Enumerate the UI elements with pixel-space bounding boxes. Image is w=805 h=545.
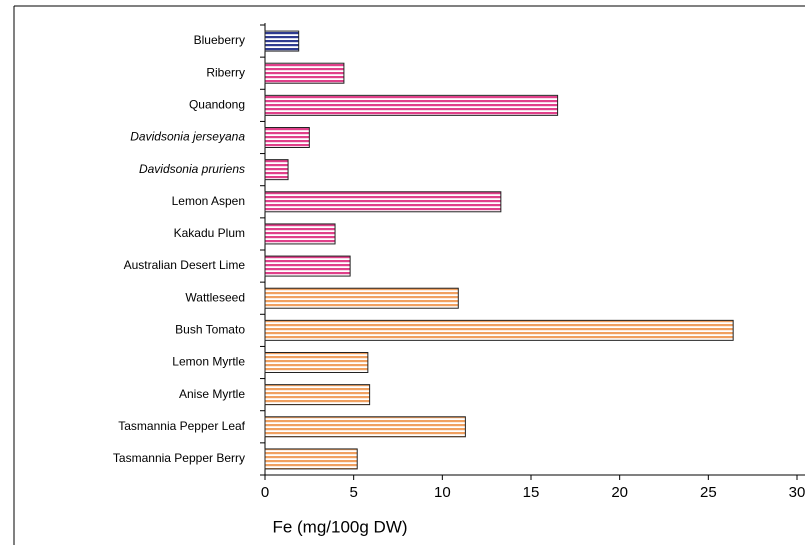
x-tick-label: 20 <box>611 484 628 501</box>
x-tick-label: 15 <box>523 484 540 501</box>
x-tick-label: 30 <box>789 484 805 501</box>
bar <box>264 448 358 470</box>
bar <box>264 319 734 341</box>
y-tick-label: Lemon Myrtle <box>172 355 245 369</box>
y-tick-label: Tasmannia Pepper Berry <box>113 451 245 465</box>
y-tick-label: Bush Tomato <box>175 323 245 337</box>
bar <box>264 94 559 116</box>
y-tick-label: Kakadu Plum <box>174 226 245 240</box>
bar <box>264 416 466 438</box>
y-tick-label: Anise Myrtle <box>179 387 245 401</box>
bar <box>264 223 336 245</box>
y-tick-label: Blueberry <box>194 33 245 47</box>
bar <box>264 191 502 213</box>
y-tick-label: Davidsonia pruriens <box>139 162 245 176</box>
x-tick-label: 25 <box>700 484 717 501</box>
bar <box>264 287 459 309</box>
x-tick-label: 0 <box>261 484 269 501</box>
y-tick-label: Riberry <box>206 65 245 79</box>
y-tick-label: Davidsonia jerseyana <box>130 130 245 144</box>
y-tick-label: Wattleseed <box>185 290 245 304</box>
x-tick-label: 10 <box>434 484 451 501</box>
bar <box>264 30 300 52</box>
bar <box>264 255 351 277</box>
x-tick-label: 5 <box>349 484 357 501</box>
y-tick-label: Quandong <box>189 98 245 112</box>
bar <box>264 352 369 373</box>
y-tick-label: Tasmannia Pepper Leaf <box>118 419 245 433</box>
x-axis-title: Fe (mg/100g DW) <box>272 517 407 536</box>
bar <box>264 159 289 181</box>
bar <box>264 127 310 148</box>
bar <box>264 62 345 84</box>
bar <box>264 384 371 406</box>
y-tick-label: Lemon Aspen <box>172 194 245 208</box>
y-tick-label: Australian Desert Lime <box>124 258 246 272</box>
